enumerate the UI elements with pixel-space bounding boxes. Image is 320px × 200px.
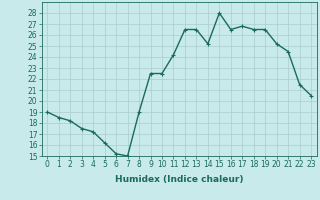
X-axis label: Humidex (Indice chaleur): Humidex (Indice chaleur) xyxy=(115,175,244,184)
